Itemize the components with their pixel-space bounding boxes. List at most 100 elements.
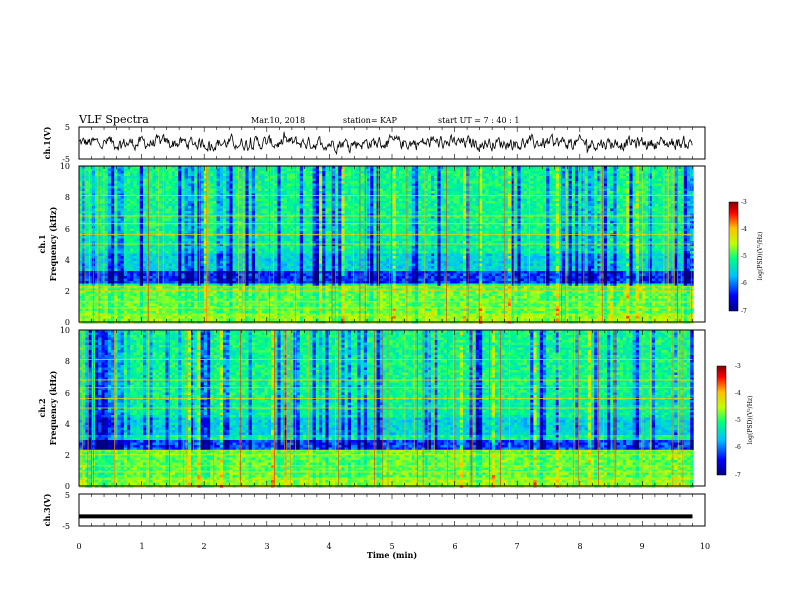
- ch1-spectrogram-cell: [133, 213, 137, 217]
- ch1-spectrogram-cell: [251, 171, 256, 174]
- ch1-spectrogram-cell: [232, 171, 237, 174]
- ch1-spectrogram-cell: [322, 206, 326, 209]
- ch1-spectrogram-cell: [255, 313, 259, 317]
- ch1-spectrogram-cell: [197, 168, 201, 172]
- ch1-spectrogram-cell: [296, 273, 301, 277]
- ch1-spectrogram-cell: [232, 178, 237, 182]
- ch1-spectrogram-cell: [181, 268, 185, 272]
- ch1-spectrogram-cell: [104, 178, 109, 182]
- ch1-spectrogram-cell: [149, 261, 153, 264]
- ch1-spectrogram-cell: [303, 303, 307, 307]
- ch1-spectrogram-cell: [165, 291, 169, 294]
- ch1-spectrogram-cell: [219, 176, 224, 179]
- ch1-spectrogram-cell: [232, 193, 237, 197]
- ch1-spectrogram-cell: [232, 198, 237, 202]
- ch1-spectrogram-cell: [130, 218, 134, 222]
- ch1-spectrogram-cell: [111, 223, 115, 227]
- ch1-spectrogram-cell: [277, 293, 281, 297]
- ch1-spectrogram-cell: [120, 286, 125, 289]
- ch1-spectrogram-cell: [290, 201, 294, 204]
- ch1-spectrogram-cell: [210, 318, 214, 322]
- ch1-spectrogram-cell: [130, 221, 134, 224]
- ch1-spectrogram-cell: [130, 273, 134, 277]
- ch1-spectrogram-cell: [306, 288, 310, 292]
- ch1-spectrogram-cell: [280, 238, 285, 242]
- ch1-spectrogram-cell: [299, 178, 304, 182]
- ch1-spectrogram-cell: [184, 188, 189, 192]
- ch1-spectrogram-cell: [258, 306, 262, 309]
- ch1-spectrogram-cell: [277, 291, 281, 294]
- ch1-spectrogram-cell: [312, 288, 317, 292]
- ch1-spectrogram-cell: [210, 213, 214, 217]
- ch1-spectrogram-cell: [111, 241, 115, 244]
- ch1-spectrogram-cell: [139, 268, 144, 272]
- ch1-spectrogram-cell: [229, 278, 233, 282]
- ch1-spectrogram-cell: [168, 183, 173, 187]
- ch1-spectrogram-cell: [85, 248, 89, 252]
- ch1-spectrogram-cell: [114, 231, 118, 234]
- ch1-spectrogram-cell: [319, 283, 323, 287]
- ch1-spectrogram-cell: [251, 246, 256, 249]
- ch1-spectrogram-cell: [197, 206, 201, 209]
- ch1-spectrogram-cell: [296, 281, 301, 284]
- ch1-spectrogram-cell: [175, 168, 179, 172]
- ch1-spectrogram-cell: [229, 211, 233, 214]
- ch1-spectrogram-cell: [216, 193, 221, 197]
- ch1-spectrogram-cell: [303, 256, 307, 259]
- ch1-spectrogram-cell: [136, 176, 141, 179]
- ch1-spectrogram-cell: [107, 191, 112, 194]
- ch1-spectrogram-cell: [290, 316, 294, 319]
- ch1-spectrogram-cell: [235, 251, 240, 254]
- ch1-spectrogram-cell: [248, 278, 253, 282]
- ch1-spectrogram-cell: [219, 281, 224, 284]
- ch1-spectrogram-cell: [133, 291, 137, 294]
- ch1-spectrogram-cell: [117, 176, 121, 179]
- ch1-spectrogram-cell: [104, 283, 109, 287]
- ch1-spectrogram-cell: [187, 298, 192, 302]
- ch1-spectrogram-cell: [325, 218, 329, 222]
- ch1-spectrogram-cell: [117, 231, 121, 234]
- ch1-spectrogram-cell: [271, 313, 275, 317]
- ch1-spectrogram-cell: [226, 258, 230, 262]
- ch1-spectrogram-cell: [296, 268, 301, 272]
- ch1-spectrogram-cell: [191, 261, 195, 264]
- ch1-spectrogram-cell: [315, 186, 320, 189]
- ch1-spectrogram-cell: [152, 193, 157, 197]
- ch1-spectrogram-cell: [187, 188, 192, 192]
- ch1-spectrogram-cell: [235, 193, 240, 197]
- ch1-spectrogram-cell: [139, 173, 144, 177]
- ch1-spectrogram-cell: [306, 181, 310, 184]
- ch1-spectrogram-cell: [264, 226, 269, 229]
- ch1-spectrogram-cell: [187, 263, 192, 267]
- ch1-spectrogram-cell: [309, 213, 313, 217]
- ch1-spectrogram-cell: [181, 258, 185, 262]
- ch1-spectrogram-cell: [251, 293, 256, 297]
- ch1-spectrogram-cell: [98, 291, 102, 294]
- ch1-spectrogram-cell: [251, 261, 256, 264]
- ch1-spectrogram-cell: [133, 166, 137, 169]
- ch1-spectrogram-cell: [274, 253, 278, 257]
- ch1-spectrogram-cell: [255, 286, 259, 289]
- ch1-spectrogram-cell: [187, 238, 192, 242]
- ch1-spectrogram-cell: [114, 278, 118, 282]
- ch1-spectrogram-cell: [197, 193, 201, 197]
- ch1-spectrogram-cell: [178, 251, 182, 254]
- ch1-spectrogram-cell: [277, 243, 281, 247]
- ch1-spectrogram-cell: [213, 318, 217, 322]
- ch1-spectrogram-cell: [223, 228, 227, 232]
- ch1-spectrogram-cell: [303, 236, 307, 239]
- ch1-spectrogram-cell: [139, 198, 144, 202]
- ch1-spectrogram-cell: [101, 253, 105, 257]
- ch1-spectrogram-cell: [232, 203, 237, 207]
- ch1-spectrogram-cell: [101, 188, 105, 192]
- ch1-spectrogram-cell: [178, 228, 182, 232]
- ch1-spectrogram-cell: [146, 198, 150, 202]
- ch1-spectrogram-cell: [226, 303, 230, 307]
- ch1-spectrogram-cell: [184, 276, 189, 279]
- ch1-spectrogram-cell: [120, 216, 125, 219]
- ch1-spectrogram-cell: [296, 193, 301, 197]
- ch1-spectrogram-cell: [239, 261, 243, 264]
- ch1-spectrogram-cell: [219, 271, 224, 274]
- ch1-spectrogram-cell: [82, 228, 86, 232]
- ch1-spectrogram-cell: [133, 223, 137, 227]
